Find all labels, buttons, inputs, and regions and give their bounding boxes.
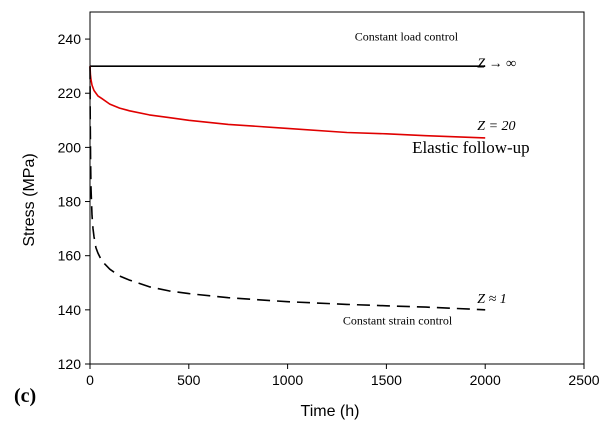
x-tick-label: 1500 [371, 372, 402, 388]
annotations: Constant load control Z → ∞ Z = 20 Elastic … [343, 29, 530, 327]
panel-label: (c) [14, 385, 36, 407]
y-tick-label: 120 [58, 356, 82, 372]
annotation-label: Constant strain control [343, 314, 453, 328]
x-tick-label: 500 [177, 372, 201, 388]
annotation-label: Z → ∞ [477, 57, 516, 72]
x-tick-label: 2500 [568, 372, 599, 388]
series-constant-strain [89, 66, 486, 311]
plot-frame [89, 11, 585, 365]
annotation-label: Elastic follow-up [412, 138, 530, 157]
annotation-label: Z ≈ 1 [477, 292, 506, 307]
y-tick-label: 220 [58, 85, 82, 101]
x-tick-label: 1000 [272, 372, 303, 388]
y-tick-label: 160 [58, 248, 82, 264]
series-elastic-follow-up [89, 66, 486, 139]
y-tick-label: 180 [58, 194, 82, 210]
x-tick-label: 0 [86, 372, 94, 388]
y-axis-title: Stress (MPa) [21, 153, 38, 246]
x-axis-title: Time (h) [301, 403, 360, 420]
annotation-label: Constant load control [355, 29, 459, 43]
y-tick-label: 200 [58, 139, 82, 155]
annotation-label: Z = 20 [477, 119, 515, 134]
x-tick-label: 2000 [470, 372, 501, 388]
y-tick-label: 140 [58, 302, 82, 318]
series-group [89, 65, 486, 311]
y-tick-label: 240 [58, 31, 82, 47]
axis-ticks: 0 500 1000 1500 2000 2500 120 140 160 180 200 220 24… [58, 31, 600, 388]
axes [89, 11, 585, 365]
